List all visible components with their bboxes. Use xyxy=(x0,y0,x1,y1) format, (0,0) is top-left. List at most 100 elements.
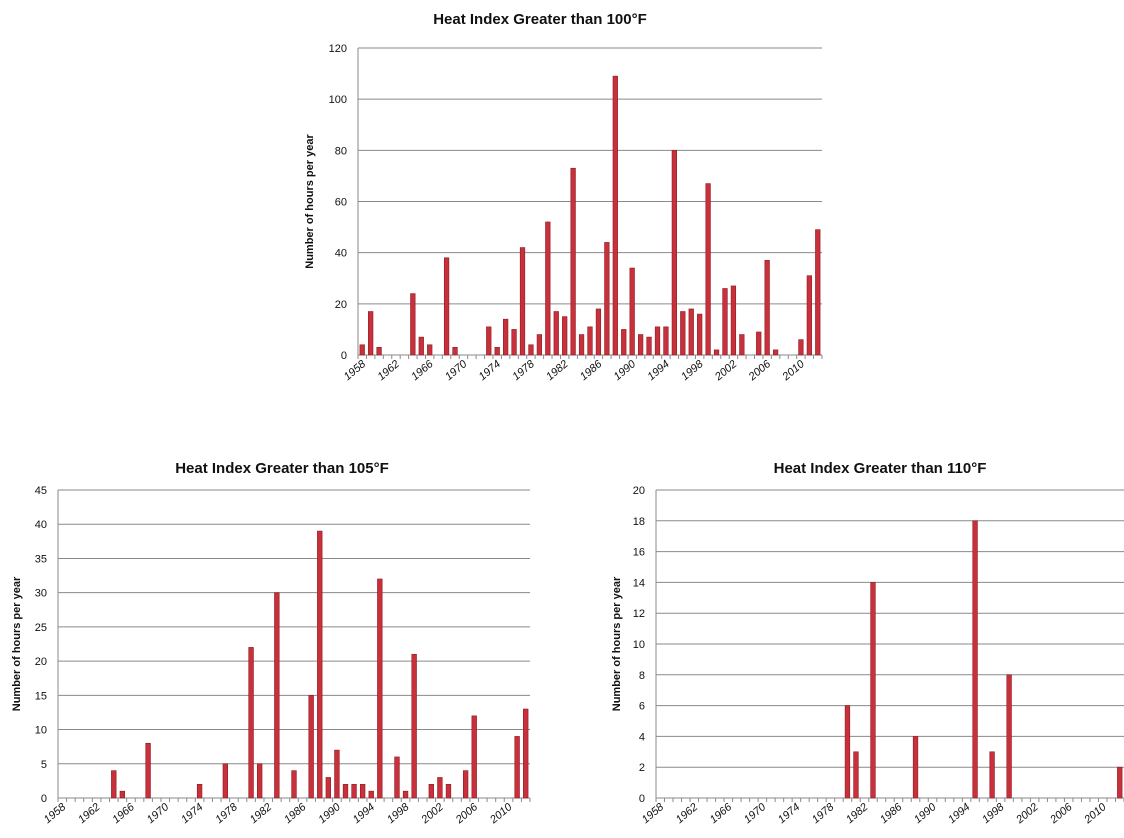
x-tick-label: 1962 xyxy=(674,801,700,826)
bar-2012 xyxy=(815,229,821,356)
bar-2012 xyxy=(1117,766,1123,799)
bar-1977 xyxy=(222,763,229,799)
x-tick-label: 1990 xyxy=(316,801,343,826)
x-tick-label: 1970 xyxy=(145,801,172,826)
x-tick-label: 1982 xyxy=(844,801,870,826)
y-tick-label: 20 xyxy=(35,656,47,668)
y-axis-label: Number of hours per year xyxy=(304,134,316,269)
x-tick-label: 1986 xyxy=(282,801,309,826)
bar-1991 xyxy=(637,334,644,356)
y-tick-label: 4 xyxy=(639,731,645,743)
y-tick-label: 2 xyxy=(639,762,645,774)
bar-1996 xyxy=(680,311,686,356)
x-tick-label: 2002 xyxy=(419,801,446,827)
y-tick-label: 120 xyxy=(329,43,347,55)
bar-1993 xyxy=(654,326,661,356)
x-tick-label: 1986 xyxy=(578,358,605,383)
y-tick-label: 0 xyxy=(341,350,347,362)
x-tick-label: 2006 xyxy=(746,358,774,384)
bar-1977 xyxy=(519,247,526,356)
x-tick-label: 1982 xyxy=(248,801,274,826)
bar-1990 xyxy=(334,749,340,799)
x-tick-label: 1966 xyxy=(409,358,436,383)
bar-2002 xyxy=(437,777,443,799)
bar-2005 xyxy=(462,770,469,799)
x-tick-label: 1998 xyxy=(679,358,706,383)
x-tick-label: 2002 xyxy=(1013,801,1040,827)
bar-1980 xyxy=(248,647,254,799)
chart-105f: Heat Index Greater than 105°F Number of h… xyxy=(11,460,531,827)
bar-2001 xyxy=(428,784,434,799)
bar-1988 xyxy=(317,530,323,799)
bar-1991 xyxy=(342,784,349,799)
x-tick-label: 1974 xyxy=(179,801,205,826)
x-tick-label: 1994 xyxy=(645,358,671,383)
y-tick-label: 35 xyxy=(35,553,47,565)
bar-1989 xyxy=(325,777,331,799)
x-tick-label: 2010 xyxy=(487,801,515,827)
bar-1984 xyxy=(578,334,585,356)
bar-1995 xyxy=(377,578,383,799)
bar-1965 xyxy=(418,336,424,356)
bar-1983 xyxy=(570,167,576,356)
bar-2006 xyxy=(471,715,477,799)
bar-1995 xyxy=(671,150,677,356)
bar-1981 xyxy=(853,751,859,799)
x-tick-label: 1966 xyxy=(110,801,137,826)
bar-1965 xyxy=(119,790,126,799)
x-tick-label: 1986 xyxy=(878,801,905,826)
x-tick-label: 1978 xyxy=(510,358,537,383)
bar-1982 xyxy=(562,316,568,356)
bar-1958 xyxy=(359,344,365,356)
y-tick-label: 0 xyxy=(41,793,47,805)
bar-1988 xyxy=(612,75,618,356)
y-tick-label: 80 xyxy=(335,145,347,157)
bar-1998 xyxy=(697,313,703,356)
bar-1997 xyxy=(989,751,995,799)
bar-2011 xyxy=(806,275,812,356)
y-tick-label: 25 xyxy=(35,622,47,634)
x-tick-label: 1994 xyxy=(351,801,377,826)
bar-1969 xyxy=(452,347,458,356)
y-tick-label: 20 xyxy=(335,299,347,311)
bar-1994 xyxy=(663,326,669,356)
y-tick-label: 8 xyxy=(639,670,645,682)
bar-2006 xyxy=(764,260,770,356)
bar-1986 xyxy=(595,308,602,356)
bar-1985 xyxy=(587,326,593,356)
bar-1980 xyxy=(545,221,551,356)
bar-1981 xyxy=(257,763,263,799)
x-tick-label: 2006 xyxy=(453,801,481,827)
y-tick-label: 14 xyxy=(633,577,645,589)
bar-2000 xyxy=(713,349,720,356)
y-axis-label: Number of hours per year xyxy=(611,576,623,711)
y-tick-label: 20 xyxy=(633,485,645,497)
bar-1997 xyxy=(394,756,400,799)
bar-2011 xyxy=(514,736,520,799)
bar-1999 xyxy=(411,653,417,799)
x-tick-label: 1998 xyxy=(385,801,412,826)
chart-title: Heat Index Greater than 105°F xyxy=(175,460,389,477)
y-tick-label: 10 xyxy=(35,725,47,737)
y-tick-label: 16 xyxy=(633,547,645,559)
bar-2012 xyxy=(523,708,529,799)
y-tick-label: 15 xyxy=(35,690,47,702)
y-tick-label: 40 xyxy=(335,248,347,260)
bar-1988 xyxy=(912,736,919,799)
bar-1975 xyxy=(503,318,509,356)
bar-1993 xyxy=(359,784,366,799)
bar-1979 xyxy=(536,334,542,356)
bar-1964 xyxy=(111,770,117,799)
x-tick-label: 1994 xyxy=(946,801,972,826)
bar-1983 xyxy=(870,582,876,799)
x-tick-label: 1974 xyxy=(776,801,802,826)
bar-1974 xyxy=(494,347,500,356)
bar-1976 xyxy=(511,329,517,356)
bar-1998 xyxy=(402,790,409,799)
bar-1987 xyxy=(604,242,610,356)
y-tick-label: 60 xyxy=(335,197,347,209)
y-tick-label: 45 xyxy=(35,485,47,497)
bar-2002 xyxy=(730,285,737,356)
y-tick-label: 30 xyxy=(35,588,47,600)
